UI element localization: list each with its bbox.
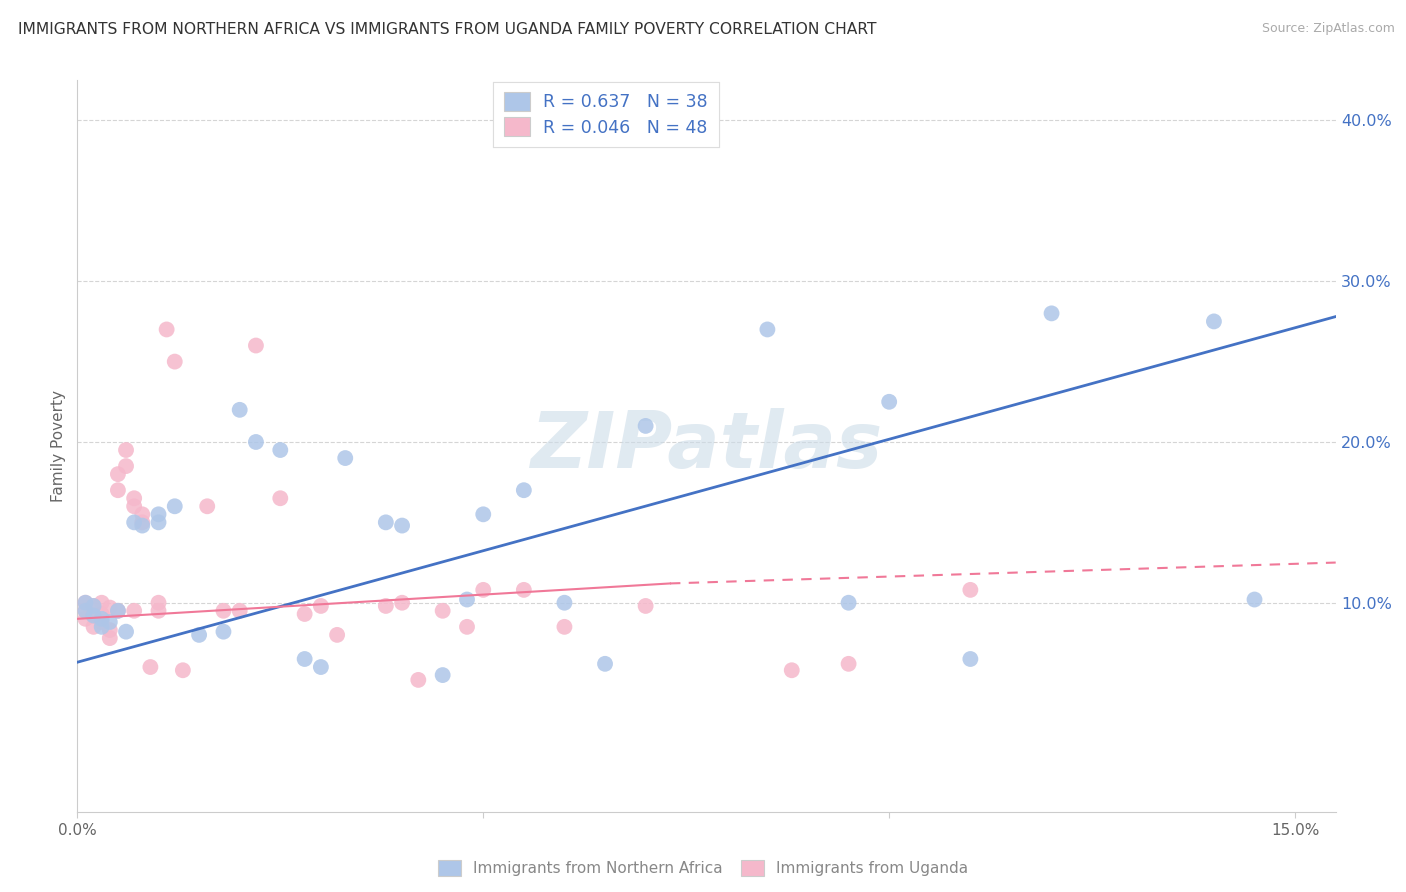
Point bbox=[122, 500, 145, 514]
Point bbox=[456, 620, 478, 634]
Point bbox=[228, 604, 250, 618]
Point bbox=[139, 660, 162, 674]
Point bbox=[90, 620, 112, 634]
Point bbox=[391, 518, 413, 533]
Point bbox=[309, 599, 332, 613]
Point bbox=[98, 600, 121, 615]
Point bbox=[98, 615, 121, 629]
Point bbox=[456, 592, 478, 607]
Point bbox=[634, 418, 657, 433]
Point bbox=[122, 491, 145, 506]
Point bbox=[269, 443, 291, 458]
Point bbox=[1243, 592, 1265, 607]
Point bbox=[513, 582, 536, 597]
Point bbox=[432, 668, 454, 682]
Point bbox=[163, 500, 186, 514]
Point bbox=[593, 657, 616, 671]
Point bbox=[98, 623, 121, 637]
Point bbox=[309, 660, 332, 674]
Point bbox=[107, 604, 129, 618]
Point bbox=[195, 500, 218, 514]
Point bbox=[1040, 306, 1063, 320]
Point bbox=[107, 467, 129, 482]
Point bbox=[131, 516, 153, 530]
Point bbox=[408, 673, 430, 687]
Point bbox=[634, 599, 657, 613]
Point bbox=[172, 663, 194, 677]
Point bbox=[107, 604, 129, 618]
Point bbox=[553, 620, 575, 634]
Point bbox=[294, 607, 316, 621]
Point bbox=[269, 491, 291, 506]
Point bbox=[472, 582, 495, 597]
Point bbox=[83, 608, 105, 623]
Point bbox=[131, 508, 153, 522]
Point bbox=[115, 459, 138, 474]
Legend: R = 0.637   N = 38, R = 0.046   N = 48: R = 0.637 N = 38, R = 0.046 N = 48 bbox=[494, 82, 718, 147]
Text: IMMIGRANTS FROM NORTHERN AFRICA VS IMMIGRANTS FROM UGANDA FAMILY POVERTY CORRELA: IMMIGRANTS FROM NORTHERN AFRICA VS IMMIG… bbox=[18, 22, 877, 37]
Point bbox=[148, 516, 170, 530]
Point bbox=[148, 596, 170, 610]
Point bbox=[228, 402, 250, 417]
Point bbox=[156, 322, 179, 336]
Point bbox=[107, 483, 129, 498]
Point bbox=[335, 451, 357, 466]
Point bbox=[115, 443, 138, 458]
Point bbox=[432, 604, 454, 618]
Point bbox=[780, 663, 803, 677]
Point bbox=[959, 582, 981, 597]
Text: ZIPatlas: ZIPatlas bbox=[530, 408, 883, 484]
Point bbox=[98, 631, 121, 645]
Point bbox=[131, 518, 153, 533]
Point bbox=[90, 615, 112, 629]
Point bbox=[212, 624, 235, 639]
Point bbox=[294, 652, 316, 666]
Point bbox=[472, 508, 495, 522]
Y-axis label: Family Poverty: Family Poverty bbox=[51, 390, 66, 502]
Point bbox=[90, 596, 112, 610]
Point bbox=[75, 604, 97, 618]
Point bbox=[83, 620, 105, 634]
Point bbox=[75, 596, 97, 610]
Point bbox=[391, 596, 413, 610]
Point bbox=[326, 628, 349, 642]
Point bbox=[245, 338, 267, 352]
Point bbox=[959, 652, 981, 666]
Point bbox=[148, 604, 170, 618]
Point bbox=[245, 434, 267, 449]
Point bbox=[75, 604, 97, 618]
Point bbox=[1202, 314, 1225, 328]
Point bbox=[75, 596, 97, 610]
Point bbox=[83, 608, 105, 623]
Point bbox=[163, 354, 186, 368]
Point bbox=[83, 599, 105, 613]
Point bbox=[75, 612, 97, 626]
Point bbox=[122, 516, 145, 530]
Point bbox=[212, 604, 235, 618]
Legend: Immigrants from Northern Africa, Immigrants from Uganda: Immigrants from Northern Africa, Immigra… bbox=[432, 854, 974, 882]
Point bbox=[838, 657, 860, 671]
Point bbox=[513, 483, 536, 498]
Point bbox=[115, 624, 138, 639]
Point bbox=[374, 516, 396, 530]
Point bbox=[90, 612, 112, 626]
Point bbox=[188, 628, 211, 642]
Point bbox=[148, 508, 170, 522]
Point bbox=[756, 322, 779, 336]
Point bbox=[877, 394, 900, 409]
Point bbox=[374, 599, 396, 613]
Point bbox=[838, 596, 860, 610]
Point bbox=[90, 607, 112, 621]
Point bbox=[122, 604, 145, 618]
Point bbox=[83, 599, 105, 613]
Text: Source: ZipAtlas.com: Source: ZipAtlas.com bbox=[1261, 22, 1395, 36]
Point bbox=[553, 596, 575, 610]
